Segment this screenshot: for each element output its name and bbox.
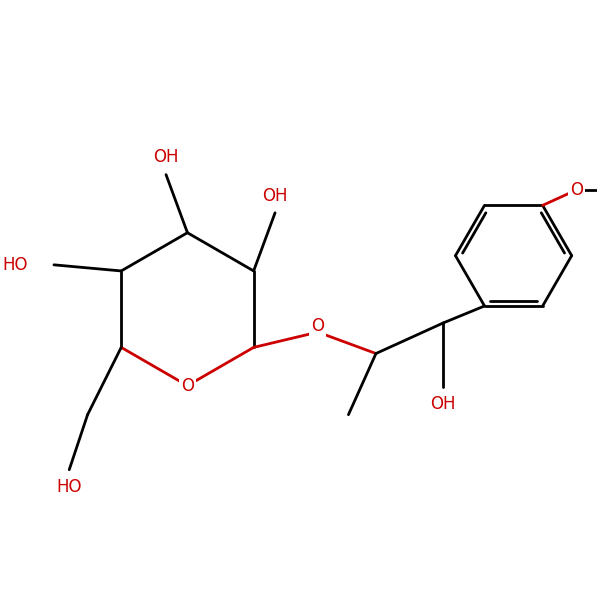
Text: OH: OH xyxy=(153,148,179,166)
Text: OH: OH xyxy=(430,395,456,413)
Text: O: O xyxy=(181,377,194,395)
Text: HO: HO xyxy=(56,478,82,496)
Text: O: O xyxy=(570,181,583,199)
Text: O: O xyxy=(311,317,325,335)
Text: HO: HO xyxy=(3,256,28,274)
Text: OH: OH xyxy=(262,187,288,205)
